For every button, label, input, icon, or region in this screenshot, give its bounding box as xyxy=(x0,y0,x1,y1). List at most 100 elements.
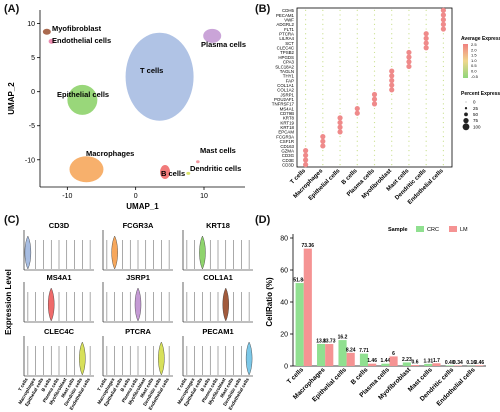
dotplot-dot xyxy=(337,119,343,126)
dotplot-dot xyxy=(322,37,324,39)
dotplot-dot xyxy=(391,47,393,49)
dotplot-dot xyxy=(305,126,307,128)
bar-legend-title: Sample xyxy=(388,227,408,233)
dotplot-dot xyxy=(371,91,378,98)
dotplot-dot xyxy=(339,28,341,30)
violin-shape xyxy=(79,341,86,376)
dotplot-dot xyxy=(305,98,307,100)
dotplot-dot xyxy=(373,117,376,119)
dotplot-dot xyxy=(442,33,444,35)
dotplot-dot xyxy=(322,164,324,166)
violin-y-label: Expression Level xyxy=(4,269,13,335)
bar-legend-label: LM xyxy=(460,227,468,233)
dotplot-dot xyxy=(322,56,324,58)
dotplot-dot xyxy=(322,47,324,49)
dotplot-dot xyxy=(339,136,341,138)
bar-lm xyxy=(453,365,462,366)
umap-y-tick-label: -10 xyxy=(25,157,35,164)
dotplot-dot xyxy=(371,96,378,102)
violin-gene-title: FCGR3A xyxy=(123,221,154,230)
dotplot-dot xyxy=(440,12,446,18)
bar-crc xyxy=(381,363,390,366)
dotplot-dot xyxy=(425,51,427,54)
dotplot-dot xyxy=(373,121,376,124)
dotplot-dot xyxy=(408,136,410,138)
dotplot-dot xyxy=(322,61,324,63)
dotplot-dot xyxy=(440,7,446,13)
dotplot-dot xyxy=(356,121,358,124)
dotplot-dot xyxy=(408,84,410,86)
dotplot-dot xyxy=(339,75,341,77)
panel-c-letter: (C) xyxy=(4,214,20,226)
dotplot-dot xyxy=(425,136,427,138)
dotplot-dot xyxy=(356,150,358,152)
dotplot-gene-label: CD163 xyxy=(280,144,294,149)
umap-x-tick-label: -10 xyxy=(62,193,72,200)
dotplot-dot xyxy=(339,33,341,35)
dotplot-pct-label: 75 xyxy=(473,118,479,123)
umap-x-label: UMAP_1 xyxy=(126,202,159,211)
dotplot-expr-tick: 1.5 xyxy=(471,53,477,58)
dotplot-pct-dot xyxy=(464,107,468,110)
dotplot-dot xyxy=(408,19,410,21)
bar-value-label: 13.8 xyxy=(316,338,326,344)
dotplot-dot xyxy=(356,79,358,82)
umap-y-tick-label: 0 xyxy=(31,89,35,96)
dotplot-dot xyxy=(391,126,393,128)
dotplot-dot xyxy=(389,73,395,79)
dotplot-dot xyxy=(425,150,427,152)
dotplot-dot xyxy=(356,154,358,156)
dotplot-dot xyxy=(373,112,376,114)
dotplot-dot xyxy=(322,75,324,77)
dotplot-dot xyxy=(391,136,393,138)
dotplot-dot xyxy=(442,37,444,39)
dotplot-dot xyxy=(408,107,410,110)
dotplot-dot xyxy=(339,84,341,86)
dotplot-dot xyxy=(305,23,307,25)
dotplot-dot xyxy=(408,89,410,91)
dotplot-dot xyxy=(371,101,378,107)
dotplot-expr-colorbar xyxy=(463,44,468,78)
bar-lm xyxy=(368,363,377,366)
dotplot-dot xyxy=(322,93,324,96)
dotplot-dot xyxy=(391,140,393,142)
bar-y-label: CellRatio (%) xyxy=(265,277,274,327)
dotplot-expr-tick: 0.0 xyxy=(471,69,477,74)
dotplot-dot xyxy=(339,79,341,82)
dotplot-dot xyxy=(442,117,444,119)
bar-y-tick-label: 60 xyxy=(280,268,288,275)
dotplot-dot xyxy=(373,159,376,161)
dotplot-dot xyxy=(373,126,376,128)
dotplot-gene-label: COL1A1 xyxy=(277,83,294,88)
dotplot-dot xyxy=(322,23,324,25)
dotplot-dot xyxy=(337,129,343,135)
dotplot-gene-label: CLEC4C xyxy=(277,46,294,51)
dotplot-dot xyxy=(305,42,307,44)
dotplot-dot xyxy=(391,42,393,44)
dotplot-dot xyxy=(322,107,324,110)
dotplot-dot xyxy=(322,51,324,54)
dotplot-dot xyxy=(373,47,376,49)
dotplot-dot xyxy=(442,70,444,72)
umap-cluster-label: Macrophages xyxy=(86,149,134,158)
dotplot-dot xyxy=(373,75,376,77)
dotplot-dot xyxy=(442,89,444,91)
violin-gene-title: PTCRA xyxy=(125,327,151,336)
dotplot-dot xyxy=(408,145,410,147)
dotplot-dot xyxy=(442,84,444,86)
dotplot-dot xyxy=(356,117,358,119)
dotplot-dot xyxy=(391,112,393,114)
dotplot-dot xyxy=(391,103,393,105)
dotplot-dot xyxy=(423,31,429,37)
dotplot-dot xyxy=(373,131,376,133)
dotplot-dot xyxy=(356,33,358,35)
dotplot-gene-label: TAGLN xyxy=(280,69,294,74)
bar-legend-swatch xyxy=(449,226,457,232)
dotplot-dot xyxy=(408,9,410,11)
dotplot-dot xyxy=(442,47,444,49)
dotplot-dot xyxy=(356,65,358,68)
dotplot-dot xyxy=(373,23,376,25)
dotplot-dot xyxy=(305,89,307,91)
dotplot-dot xyxy=(391,150,393,152)
dotplot-dot xyxy=(408,112,410,114)
